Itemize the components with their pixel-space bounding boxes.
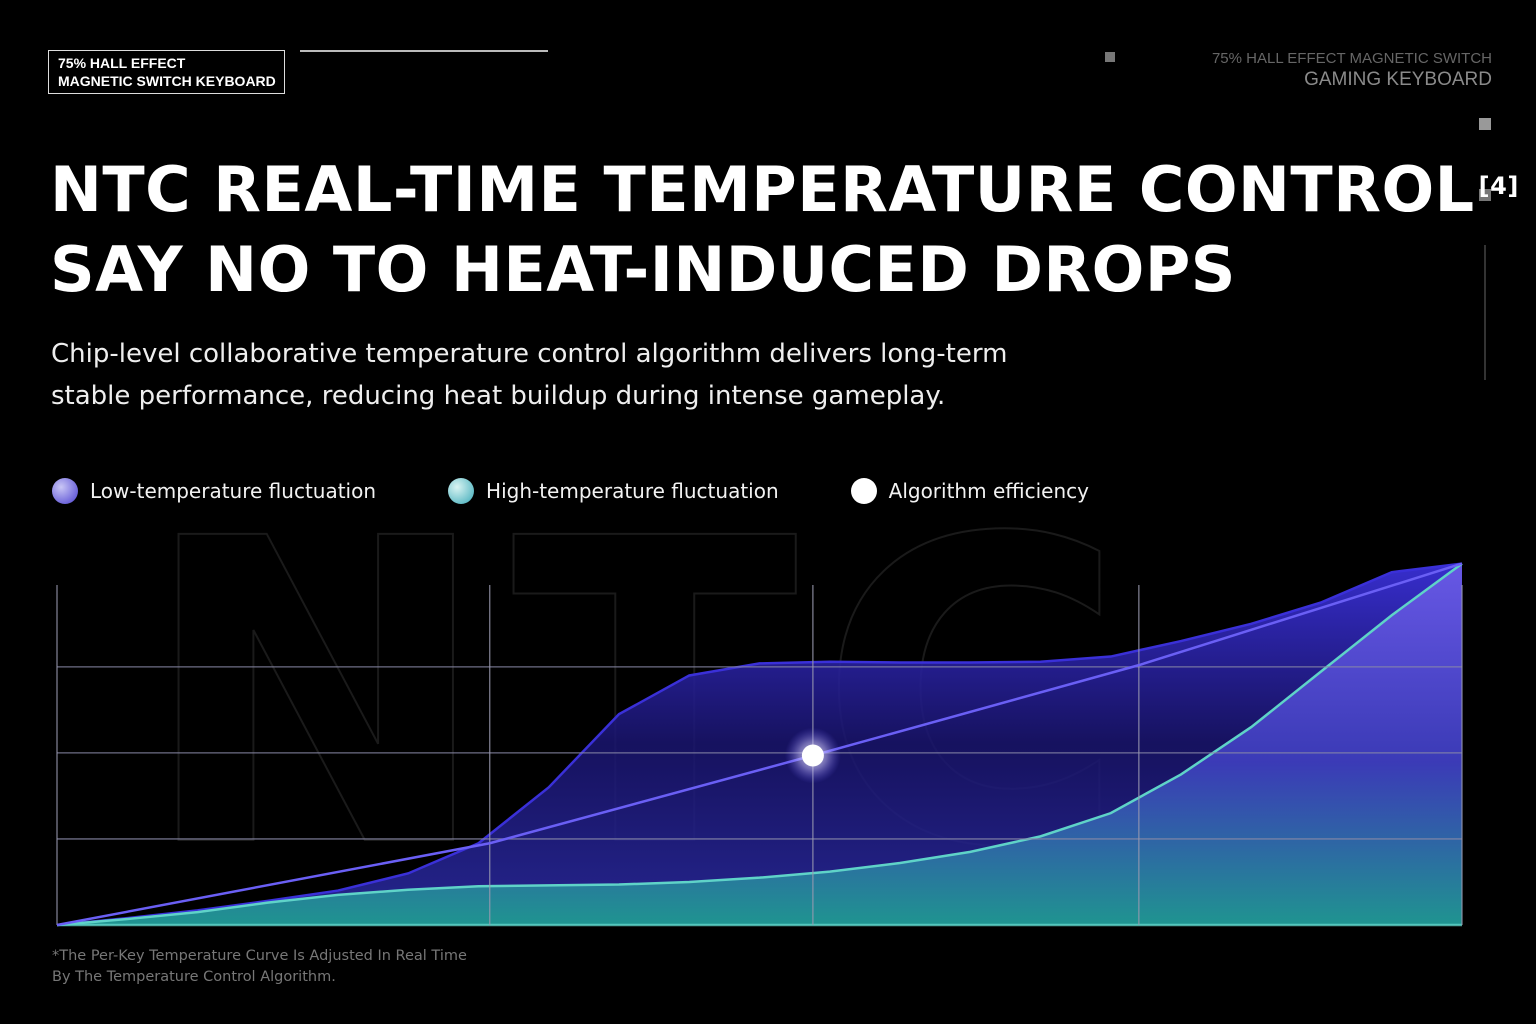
deco-square bbox=[1105, 52, 1115, 62]
badge-line: 75% HALL EFFECT bbox=[58, 55, 186, 71]
title-line: SAY NO TO HEAT-INDUCED DROPS bbox=[50, 233, 1236, 306]
legend-item: High-temperature fluctuation bbox=[448, 478, 779, 504]
footnote-line: By The Temperature Control Algorithm. bbox=[52, 969, 336, 985]
legend-label: High-temperature fluctuation bbox=[486, 479, 779, 503]
title-text: NTC REAL-TIME TEMPERATURE CONTROL bbox=[50, 153, 1475, 226]
title: NTC REAL-TIME TEMPERATURE CONTROL [4] SAY… bbox=[50, 150, 1519, 310]
area-line bbox=[56, 562, 1463, 927]
footnote: *The Per-Key Temperature Curve Is Adjust… bbox=[52, 946, 467, 988]
top-right-line: GAMING KEYBOARD bbox=[1304, 69, 1492, 90]
legend-label: Algorithm efficiency bbox=[888, 479, 1089, 503]
area-line bbox=[56, 562, 1463, 927]
legend-item: Low-temperature fluctuation bbox=[52, 478, 376, 504]
area bbox=[57, 563, 1462, 925]
marker bbox=[801, 744, 824, 767]
deco-square bbox=[1479, 189, 1491, 201]
legend-swatch bbox=[448, 478, 475, 504]
footnote-line: *The Per-Key Temperature Curve Is Adjust… bbox=[52, 948, 467, 964]
legend-swatch bbox=[850, 478, 877, 504]
legend-item: Algorithm efficiency bbox=[850, 478, 1089, 504]
badge-line: MAGNETIC SWITCH KEYBOARD bbox=[58, 73, 276, 89]
deco-square bbox=[1479, 118, 1491, 130]
top-right-line: 75% HALL EFFECT MAGNETIC SWITCH bbox=[1211, 50, 1492, 67]
badge: 75% HALL EFFECT MAGNETIC SWITCH KEYBOARD bbox=[48, 50, 285, 94]
subtitle: Chip-level collaborative temperature con… bbox=[51, 333, 1007, 417]
legend-swatch bbox=[52, 478, 78, 504]
plot bbox=[56, 562, 1463, 927]
legend-label: Low-temperature fluctuation bbox=[90, 479, 377, 503]
subtitle-line: Chip-level collaborative temperature con… bbox=[51, 339, 1008, 369]
legend: Low-temperature fluctuation High-temperat… bbox=[52, 478, 1161, 504]
title-line: NTC REAL-TIME TEMPERATURE CONTROL [4] bbox=[50, 150, 1519, 230]
subtitle-line: stable performance, reducing heat buildu… bbox=[51, 381, 946, 411]
top-right: 75% HALL EFFECT MAGNETIC SWITCH GAMING K… bbox=[1212, 50, 1492, 91]
title-note: [4] bbox=[1478, 172, 1519, 200]
